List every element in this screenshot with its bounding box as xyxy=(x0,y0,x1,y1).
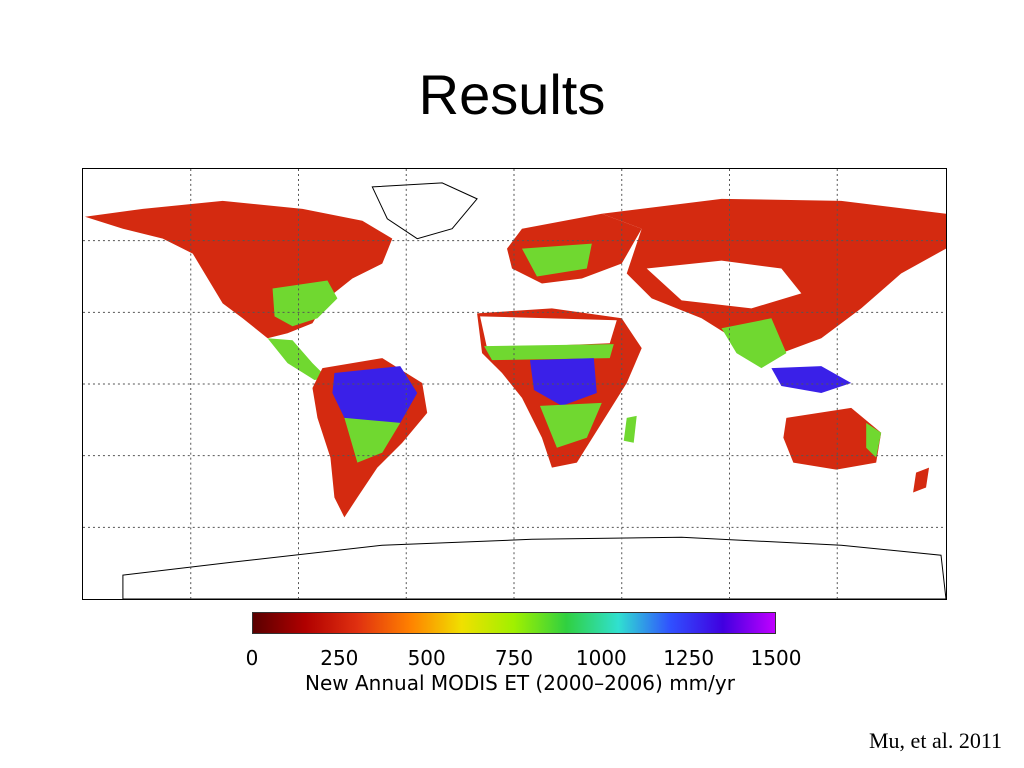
australia-east-coast xyxy=(866,422,882,458)
central-america-region xyxy=(267,338,328,381)
et-colorbar xyxy=(252,612,776,634)
citation: Mu, et al. 2011 xyxy=(869,728,1002,753)
australia-region xyxy=(783,407,882,470)
southeast-asia xyxy=(721,318,787,369)
tick-label: 1000 xyxy=(575,646,627,670)
greenland xyxy=(371,182,478,240)
southern-africa xyxy=(539,402,602,448)
central-asia-desert xyxy=(646,260,802,309)
north-america-region xyxy=(84,200,393,339)
tick-label: 1500 xyxy=(750,646,802,670)
sahel-band xyxy=(484,344,614,361)
central-europe xyxy=(521,243,592,277)
world-et-map xyxy=(82,168,947,600)
indonesia-islands xyxy=(771,366,852,393)
southern-brazil xyxy=(344,417,401,463)
land-regions xyxy=(84,182,946,599)
congo-rainforest xyxy=(529,358,597,406)
new-zealand xyxy=(913,467,930,493)
map-svg xyxy=(83,169,946,599)
sahara-desert xyxy=(480,316,617,349)
slide-title: Results xyxy=(418,63,606,126)
tick-label: 1250 xyxy=(663,646,715,670)
eastern-us-forest xyxy=(272,280,338,327)
tick-label: 500 xyxy=(407,646,446,670)
tick-label: 750 xyxy=(494,646,534,670)
madagascar xyxy=(623,415,637,443)
antarctica xyxy=(122,536,946,599)
colorbar-ticks: 0 250 500 750 1000 1250 1500 xyxy=(200,646,840,670)
tick-label: 0 xyxy=(245,646,259,670)
colorbar-caption: New Annual MODIS ET (2000–2006) mm/yr xyxy=(305,671,735,695)
tick-label: 250 xyxy=(320,646,359,670)
